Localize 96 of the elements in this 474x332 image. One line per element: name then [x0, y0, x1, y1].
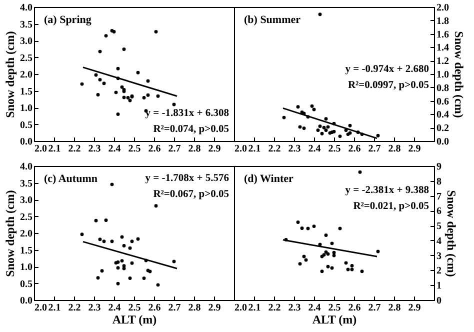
- y-tick-label: 0.0: [20, 296, 32, 306]
- x-tick-label: 2.9: [208, 144, 221, 154]
- x-tick-label: 2.4: [308, 302, 321, 314]
- x-tick-label: 2.8: [388, 302, 401, 314]
- x-tick-label: 2.6: [148, 302, 161, 314]
- annotation: R²=0.074, p>0.05: [153, 124, 229, 135]
- x-tick-label: 2.1: [248, 144, 261, 154]
- y-tick-label: 5: [436, 221, 442, 232]
- y-tick-label: 1.2: [436, 56, 449, 68]
- x-tick-label: 2.7: [168, 144, 181, 154]
- x-tick-label: 2.3: [288, 144, 301, 154]
- x-tick-label: 2.6: [348, 144, 361, 154]
- y-tick-label: 2.0: [20, 228, 32, 240]
- y-tick-label: 1.0: [20, 103, 32, 114]
- y-tick-label: 1.0: [20, 262, 32, 273]
- y-tick-label: 0.0: [436, 136, 449, 148]
- y-tick-label: 1: [436, 280, 442, 292]
- text: (d) Winter: [244, 173, 294, 185]
- y-axis-title: Snow depth (cm): [3, 190, 17, 277]
- x-tick-label: 2.7: [168, 302, 181, 314]
- y-axis-title: Snow depth (cm): [3, 31, 17, 118]
- y-tick-label: 2.0: [20, 70, 32, 80]
- x-tick-label: 2.1: [48, 144, 61, 154]
- y-tick-label: 0.4: [436, 110, 449, 121]
- annotation: R²=0.067, p>0.05: [153, 189, 229, 200]
- text: (b) Summer: [244, 14, 301, 26]
- y-axis-title: Snow depth (cm): [452, 31, 466, 118]
- x-axis-title: ALT (m): [312, 312, 357, 326]
- y-tick-label: 6: [436, 206, 442, 218]
- x-tick-label: 2.2: [68, 302, 81, 314]
- y-tick-label: 4.0: [20, 2, 32, 14]
- x-tick-label: 2.9: [408, 144, 421, 154]
- x-tick-label: 2.4: [308, 144, 321, 154]
- y-tick-label: 0.6: [436, 96, 449, 108]
- annotation: y = -1.708x + 5.576: [145, 173, 229, 184]
- y-tick-label: 0.8: [436, 82, 449, 94]
- x-tick-label: 2.5: [328, 302, 341, 314]
- annotation: y = -0.974x + 2.680: [345, 64, 429, 75]
- y-tick-label: 4.0: [20, 162, 32, 172]
- y-tick-label: 3: [436, 250, 442, 262]
- x-tick-label: 2.9: [208, 302, 221, 314]
- y-tick-label: 0.0: [20, 136, 32, 148]
- x-tick-label: 2.2: [68, 144, 81, 154]
- x-tick-label: 2.4: [108, 302, 121, 314]
- annotation: y = -2.381x + 9.388: [345, 185, 429, 196]
- x-tick-label: 2.8: [388, 144, 401, 154]
- y-tick-label: 9: [436, 162, 442, 172]
- x-tick-label: 2.0: [234, 302, 247, 314]
- y-tick-label: 7: [436, 191, 442, 202]
- x-tick-label: 2.7: [368, 302, 381, 314]
- x-tick-label: 2.4: [108, 144, 121, 154]
- x-tick-label: 2.7: [368, 144, 381, 154]
- y-tick-label: 0.2: [436, 123, 449, 134]
- y-tick-label: 2.5: [20, 212, 32, 223]
- x-tick-label: 2.8: [188, 144, 201, 154]
- x-tick-label: 2.0: [34, 144, 47, 154]
- x-tick-label: 2.1: [248, 302, 261, 314]
- x-tick-label: 2.6: [148, 144, 161, 154]
- y-tick-label: 0.5: [20, 120, 32, 131]
- y-tick-label: 2.5: [20, 52, 32, 64]
- y-tick-label: 1.8: [436, 16, 449, 27]
- y-tick-label: 1.5: [20, 86, 32, 98]
- y-tick-label: 0.5: [20, 278, 32, 290]
- text: (c) Autumn: [44, 173, 98, 185]
- x-tick-label: 2.0: [34, 302, 47, 314]
- x-tick-label: 2.2: [268, 302, 281, 314]
- annotation: R²=0.021, p>0.05: [353, 201, 429, 212]
- x-tick-label: 2.5: [128, 302, 141, 314]
- y-tick-label: 0: [436, 296, 442, 306]
- y-tick-label: 1.4: [436, 42, 449, 54]
- x-tick-label: 2.6: [348, 302, 361, 314]
- y-tick-label: 3.5: [20, 178, 32, 190]
- y-axis-title: Snow depth (cm): [444, 190, 458, 277]
- x-tick-label: 2.5: [328, 144, 341, 154]
- x-tick-label: 2.9: [408, 302, 421, 314]
- y-tick-label: 3.0: [20, 36, 32, 47]
- y-tick-label: 1.5: [20, 245, 32, 256]
- y-tick-label: 2: [436, 266, 442, 277]
- y-tick-label: 3.5: [20, 19, 32, 30]
- text: (a) Spring: [44, 14, 92, 26]
- x-tick-label: 2.2: [268, 144, 281, 154]
- y-tick-label: 3.0: [20, 195, 32, 206]
- annotation: R²=0.0997, p>0.05: [348, 80, 429, 91]
- y-tick-label: 4: [436, 236, 442, 247]
- y-tick-label: 8: [436, 176, 442, 188]
- x-tick-label: 2.3: [88, 302, 101, 314]
- y-tick-label: 1.0: [436, 70, 449, 80]
- x-tick-label: 2.0: [234, 144, 247, 154]
- y-tick-label: 2.0: [436, 2, 449, 14]
- x-tick-label: 2.3: [288, 302, 301, 314]
- x-axis-title: ALT (m): [112, 312, 157, 326]
- x-tick-label: 2.5: [128, 144, 141, 154]
- y-tick-label: 1.6: [436, 29, 449, 40]
- x-tick-label: 2.1: [48, 302, 61, 314]
- x-tick-label: 2.8: [188, 302, 201, 314]
- x-tick-label: 2.3: [88, 144, 101, 154]
